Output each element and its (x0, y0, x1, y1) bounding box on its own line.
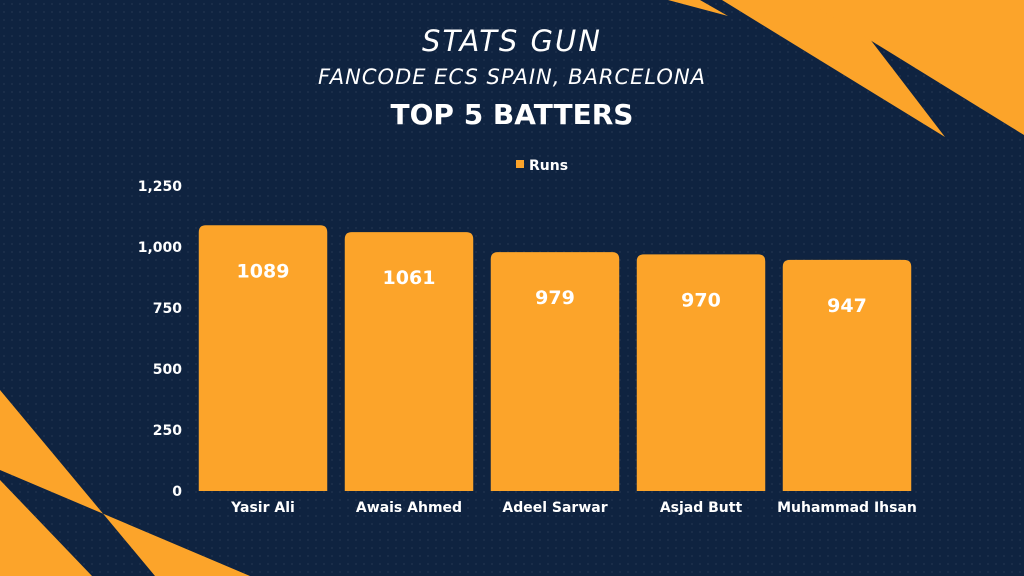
x-category-label: Yasir Ali (230, 500, 295, 516)
x-category-label: Muhammad Ihsan (777, 500, 917, 516)
y-tick-label: 1,250 (138, 179, 183, 195)
top-right-stripe-2 (722, 0, 945, 137)
y-tick-label: 750 (153, 301, 182, 317)
x-category-label: Asjad Butt (660, 500, 743, 516)
legend-label: Runs (529, 158, 568, 174)
y-tick-label: 1,000 (138, 240, 183, 256)
legend-swatch (516, 160, 524, 168)
top-right-stripe-3 (805, 0, 1024, 135)
brand-title: STATS GUN (422, 24, 602, 58)
y-tick-label: 0 (172, 484, 182, 500)
bar-value-label: 979 (535, 287, 575, 309)
x-category-label: Awais Ahmed (356, 500, 462, 516)
y-tick-label: 250 (153, 423, 182, 439)
bar (636, 254, 766, 491)
y-tick-label: 500 (153, 362, 182, 378)
bar-value-label: 1061 (383, 267, 436, 289)
bottom-left-stripe-2 (0, 480, 92, 576)
bar (490, 252, 620, 491)
event-subtitle: FANCODE ECS SPAIN, BARCELONA (317, 65, 707, 89)
bottom-left-stripe-1 (0, 390, 250, 576)
top-right-stripe-1 (668, 0, 728, 16)
x-category-label: Adeel Sarwar (502, 500, 607, 516)
bar-value-label: 970 (681, 289, 721, 311)
bar-value-label: 1089 (237, 260, 290, 282)
bar (198, 225, 328, 491)
bar (344, 232, 474, 491)
chart-title: TOP 5 BATTERS (390, 98, 634, 131)
bar-value-label: 947 (827, 295, 867, 317)
bar (782, 259, 912, 491)
